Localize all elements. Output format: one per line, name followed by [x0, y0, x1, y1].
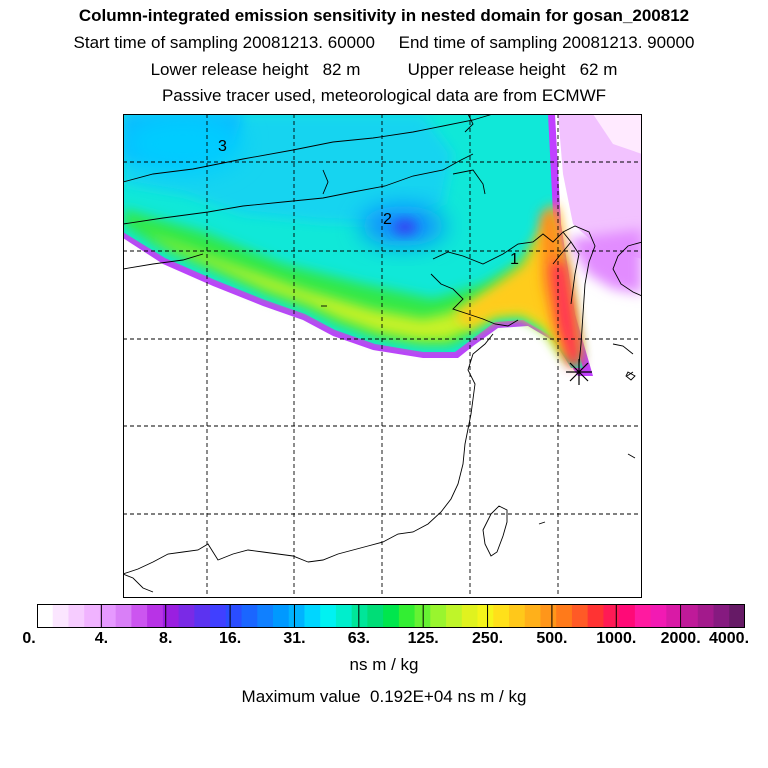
colorbar-cell	[131, 604, 148, 628]
colorbar-cell	[666, 604, 683, 628]
colorbar-cell	[99, 604, 117, 628]
colorbar-tick-label: 250.	[471, 630, 504, 647]
colorbar-cell	[162, 604, 180, 628]
coastline-borders	[123, 114, 642, 593]
colorbar-cell	[210, 604, 227, 628]
colorbar-cell	[241, 604, 258, 628]
colorbar-cell	[493, 604, 510, 628]
receptor-star-icon	[566, 359, 592, 385]
colorbar-cell	[603, 604, 620, 628]
colorbar-cell	[398, 604, 416, 628]
colorbar-tick-label: 16.	[218, 630, 242, 647]
tracer-source-line: Passive tracer used, meteorological data…	[161, 86, 607, 105]
release-height-line: Lower release height 82 m Upper release …	[150, 60, 618, 79]
colorbar-cell	[178, 604, 195, 628]
colorbar-cell	[257, 604, 274, 628]
maximum-value-label: Maximum value	[241, 687, 366, 706]
maximum-value-units: ns m / kg	[457, 687, 527, 706]
colorbar-tick-label: 125.	[407, 630, 439, 647]
colorbar-cell	[194, 604, 211, 628]
colorbar-cell	[383, 604, 400, 628]
colorbar-cell	[288, 604, 305, 628]
colorbar-tick-label: 4.	[94, 630, 109, 647]
sampling-time-line: Start time of sampling 20081213. 60000 E…	[73, 33, 695, 52]
colorbar-units: ns m / kg	[349, 655, 419, 674]
colorbar-cell	[540, 604, 557, 628]
maximum-value-line: Maximum value 0.192E+04 ns m / kg	[0, 687, 768, 707]
figure-title: Column-integrated emission sensitivity i…	[78, 6, 690, 25]
colorbar-cell	[367, 604, 384, 628]
colorbar-tick-label: 500.	[536, 630, 568, 647]
colorbar-cell	[461, 604, 479, 628]
colorbar-cell	[571, 604, 589, 628]
colorbar-cell	[729, 604, 745, 628]
colorbar-cell	[634, 604, 652, 628]
colorbar-tick-label: 63.	[347, 630, 370, 647]
map-graticule	[123, 114, 642, 598]
map-border	[123, 114, 642, 598]
colorbar-cell	[52, 604, 69, 628]
colorbar-tick-label: 2000.	[660, 630, 701, 647]
colorbar-cell	[84, 604, 101, 628]
maximum-value-number: 0.192E+04	[370, 687, 453, 706]
colorbar-tick-label: 31.	[283, 630, 306, 647]
colorbar-cell	[304, 604, 321, 628]
colorbar-cell	[619, 604, 636, 628]
colorbar-cell	[697, 604, 715, 628]
colorbar-cell	[320, 604, 337, 628]
colorbar-cell	[37, 604, 54, 628]
cluster-marker-3: 3	[218, 138, 227, 155]
colorbar-tick-label: 8.	[159, 630, 173, 647]
emission-sensitivity-map: 1 2 3	[123, 114, 642, 598]
colorbar-cell	[446, 604, 463, 628]
colorbar-cell	[509, 604, 526, 628]
colorbar-cell	[273, 604, 290, 628]
colorbar-cell	[556, 604, 573, 628]
colorbar-cell	[68, 604, 85, 628]
colorbar-tick-label: 1000.	[596, 630, 637, 647]
colorbar-cell	[115, 604, 132, 628]
colorbar-cell	[351, 604, 368, 628]
colorbar-tick-label: 4000.	[708, 630, 750, 647]
colorbar-cell	[225, 604, 243, 628]
colorbar-cell	[335, 604, 353, 628]
colorbar-cell	[587, 604, 604, 628]
colorbar	[37, 604, 745, 628]
cluster-marker-1: 1	[510, 251, 519, 268]
colorbar-cell	[713, 604, 730, 628]
colorbar-cell	[682, 604, 699, 628]
colorbar-cell	[650, 604, 667, 628]
colorbar-cell	[430, 604, 447, 628]
colorbar-tick-label: 0.	[22, 630, 36, 647]
colorbar-cell	[147, 604, 164, 628]
colorbar-cell	[524, 604, 541, 628]
cluster-marker-2: 2	[383, 211, 392, 228]
colorbar-cell	[477, 604, 494, 628]
